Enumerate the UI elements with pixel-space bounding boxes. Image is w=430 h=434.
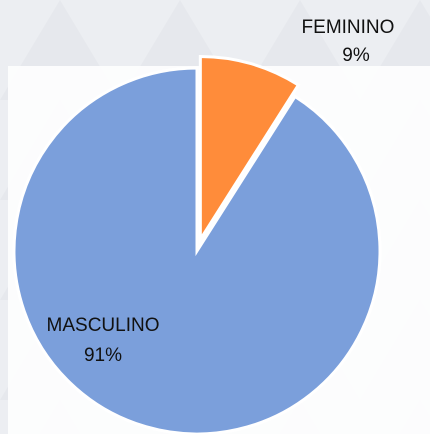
slice-value-label: 91%	[84, 345, 122, 366]
slice-label: FEMININO	[302, 17, 395, 38]
pie	[12, 54, 382, 434]
slice-value-label: 9%	[342, 45, 370, 66]
pie-slice	[198, 54, 301, 245]
slice-label: MASCULINO	[47, 315, 160, 336]
pie-slice	[12, 66, 382, 434]
